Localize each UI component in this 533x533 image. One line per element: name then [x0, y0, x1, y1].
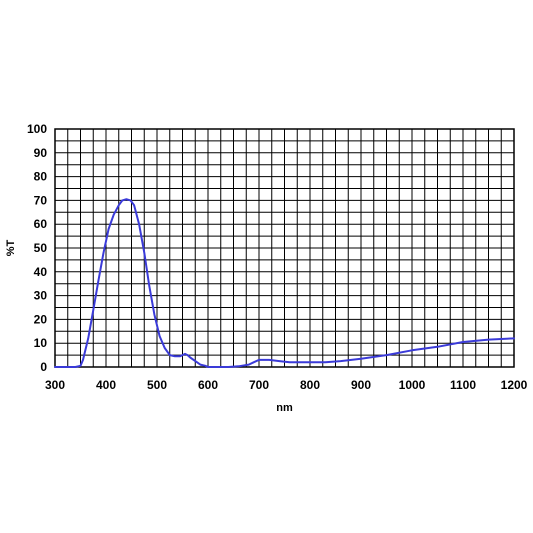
y-tick-labels: 0 10 20 30 40 50 60 70 80 90 100 — [27, 122, 47, 374]
y-tick-label: 70 — [34, 193, 48, 207]
y-tick-label: 40 — [34, 265, 48, 279]
x-tick-label: 300 — [45, 378, 65, 392]
y-tick-label: 100 — [27, 122, 47, 136]
y-tick-label: 90 — [34, 146, 48, 160]
x-tick-label: 900 — [351, 378, 371, 392]
y-tick-label: 20 — [34, 312, 48, 326]
y-tick-label: 10 — [34, 336, 48, 350]
y-tick-label: 80 — [34, 170, 48, 184]
plot-frame — [54, 128, 515, 368]
x-tick-label: 1000 — [399, 378, 426, 392]
y-tick-label: 50 — [34, 241, 48, 255]
x-tick-label: 1200 — [501, 378, 528, 392]
y-tick-label: 60 — [34, 217, 48, 231]
x-tick-label: 1100 — [450, 378, 476, 392]
x-tick-label: 600 — [198, 378, 218, 392]
x-tick-label: 800 — [300, 378, 320, 392]
grid — [55, 129, 514, 367]
y-tick-label: 0 — [40, 360, 47, 374]
series-line — [54, 198, 515, 368]
x-tick-label: 700 — [249, 378, 269, 392]
y-axis-title: %T — [5, 239, 17, 256]
x-tick-labels: 300 400 500 600 700 800 900 1000 1100 1200 — [45, 378, 528, 392]
y-tick-label: 30 — [34, 289, 48, 303]
x-axis-title: nm — [276, 402, 293, 414]
x-tick-label: 500 — [147, 378, 167, 392]
x-tick-label: 400 — [96, 378, 116, 392]
